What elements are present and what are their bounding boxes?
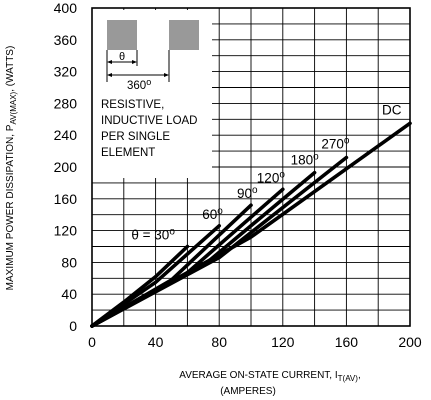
x-axis-title: AVERAGE ON-STATE CURRENT, IT(AV), <box>179 370 360 383</box>
curve-60 <box>90 224 221 328</box>
tick-labels: 0 40 80 120 160 200 0 40 80 120 160 200 240 280 320 360… <box>54 0 422 350</box>
x-axis-units: (AMPERES) <box>220 386 276 397</box>
y-tick-label: 320 <box>54 64 78 80</box>
y-tick-label: 160 <box>54 191 78 207</box>
annotation-line-3: PER SINGLE <box>101 131 170 143</box>
y-tick-label: 80 <box>61 254 77 270</box>
waveform-pulse-2 <box>169 20 199 50</box>
plot-frame <box>91 7 411 327</box>
annotation-line-2: INDUCTIVE LOAD <box>101 115 198 127</box>
curve-label: DC <box>382 102 402 117</box>
period-arrow-head-right <box>164 73 169 77</box>
curve-label: 120o <box>257 169 286 185</box>
curve-label: 270o <box>321 136 350 152</box>
theta-label: θ <box>119 51 125 63</box>
y-tick-label: 40 <box>61 286 77 302</box>
y-tick-label: 280 <box>54 95 78 111</box>
load-annotation: θ 360o RESISTIVE, INDUCTIVE LOAD PER SIN… <box>92 10 212 178</box>
x-tick-label: 120 <box>271 334 295 350</box>
y-tick-label: 0 <box>69 318 77 334</box>
annotation-line-1: RESISTIVE, <box>101 99 164 111</box>
period-arrow-head-left <box>107 73 112 77</box>
y-tick-label: 360 <box>54 32 78 48</box>
y-tick-label: 120 <box>54 223 78 239</box>
y-tick-label: 200 <box>54 159 78 175</box>
period-label: 360o <box>127 77 151 92</box>
curve-label: θ = 30o <box>131 227 175 243</box>
x-tick-label: 40 <box>148 334 164 350</box>
y-axis-title: MAXIMUM POWER DISSIPATION, PAV(MAX), (WA… <box>5 46 18 291</box>
x-tick-label: 200 <box>398 334 422 350</box>
curve-label: 60o <box>202 206 223 222</box>
curves <box>90 121 412 328</box>
x-tick-label: 0 <box>88 334 96 350</box>
theta-arrow-head-left <box>107 60 112 64</box>
y-tick-label: 400 <box>54 0 78 16</box>
y-tick-label: 240 <box>54 127 78 143</box>
curve-dc <box>90 121 412 328</box>
curve-label: 90o <box>237 185 258 201</box>
x-tick-label: 160 <box>335 334 359 350</box>
x-tick-label: 80 <box>211 334 227 350</box>
waveform-pulse-1 <box>107 20 137 50</box>
curve-label: 180o <box>291 152 320 168</box>
theta-arrow-head-right <box>132 60 137 64</box>
annotation-line-4: ELEMENT <box>101 147 155 159</box>
